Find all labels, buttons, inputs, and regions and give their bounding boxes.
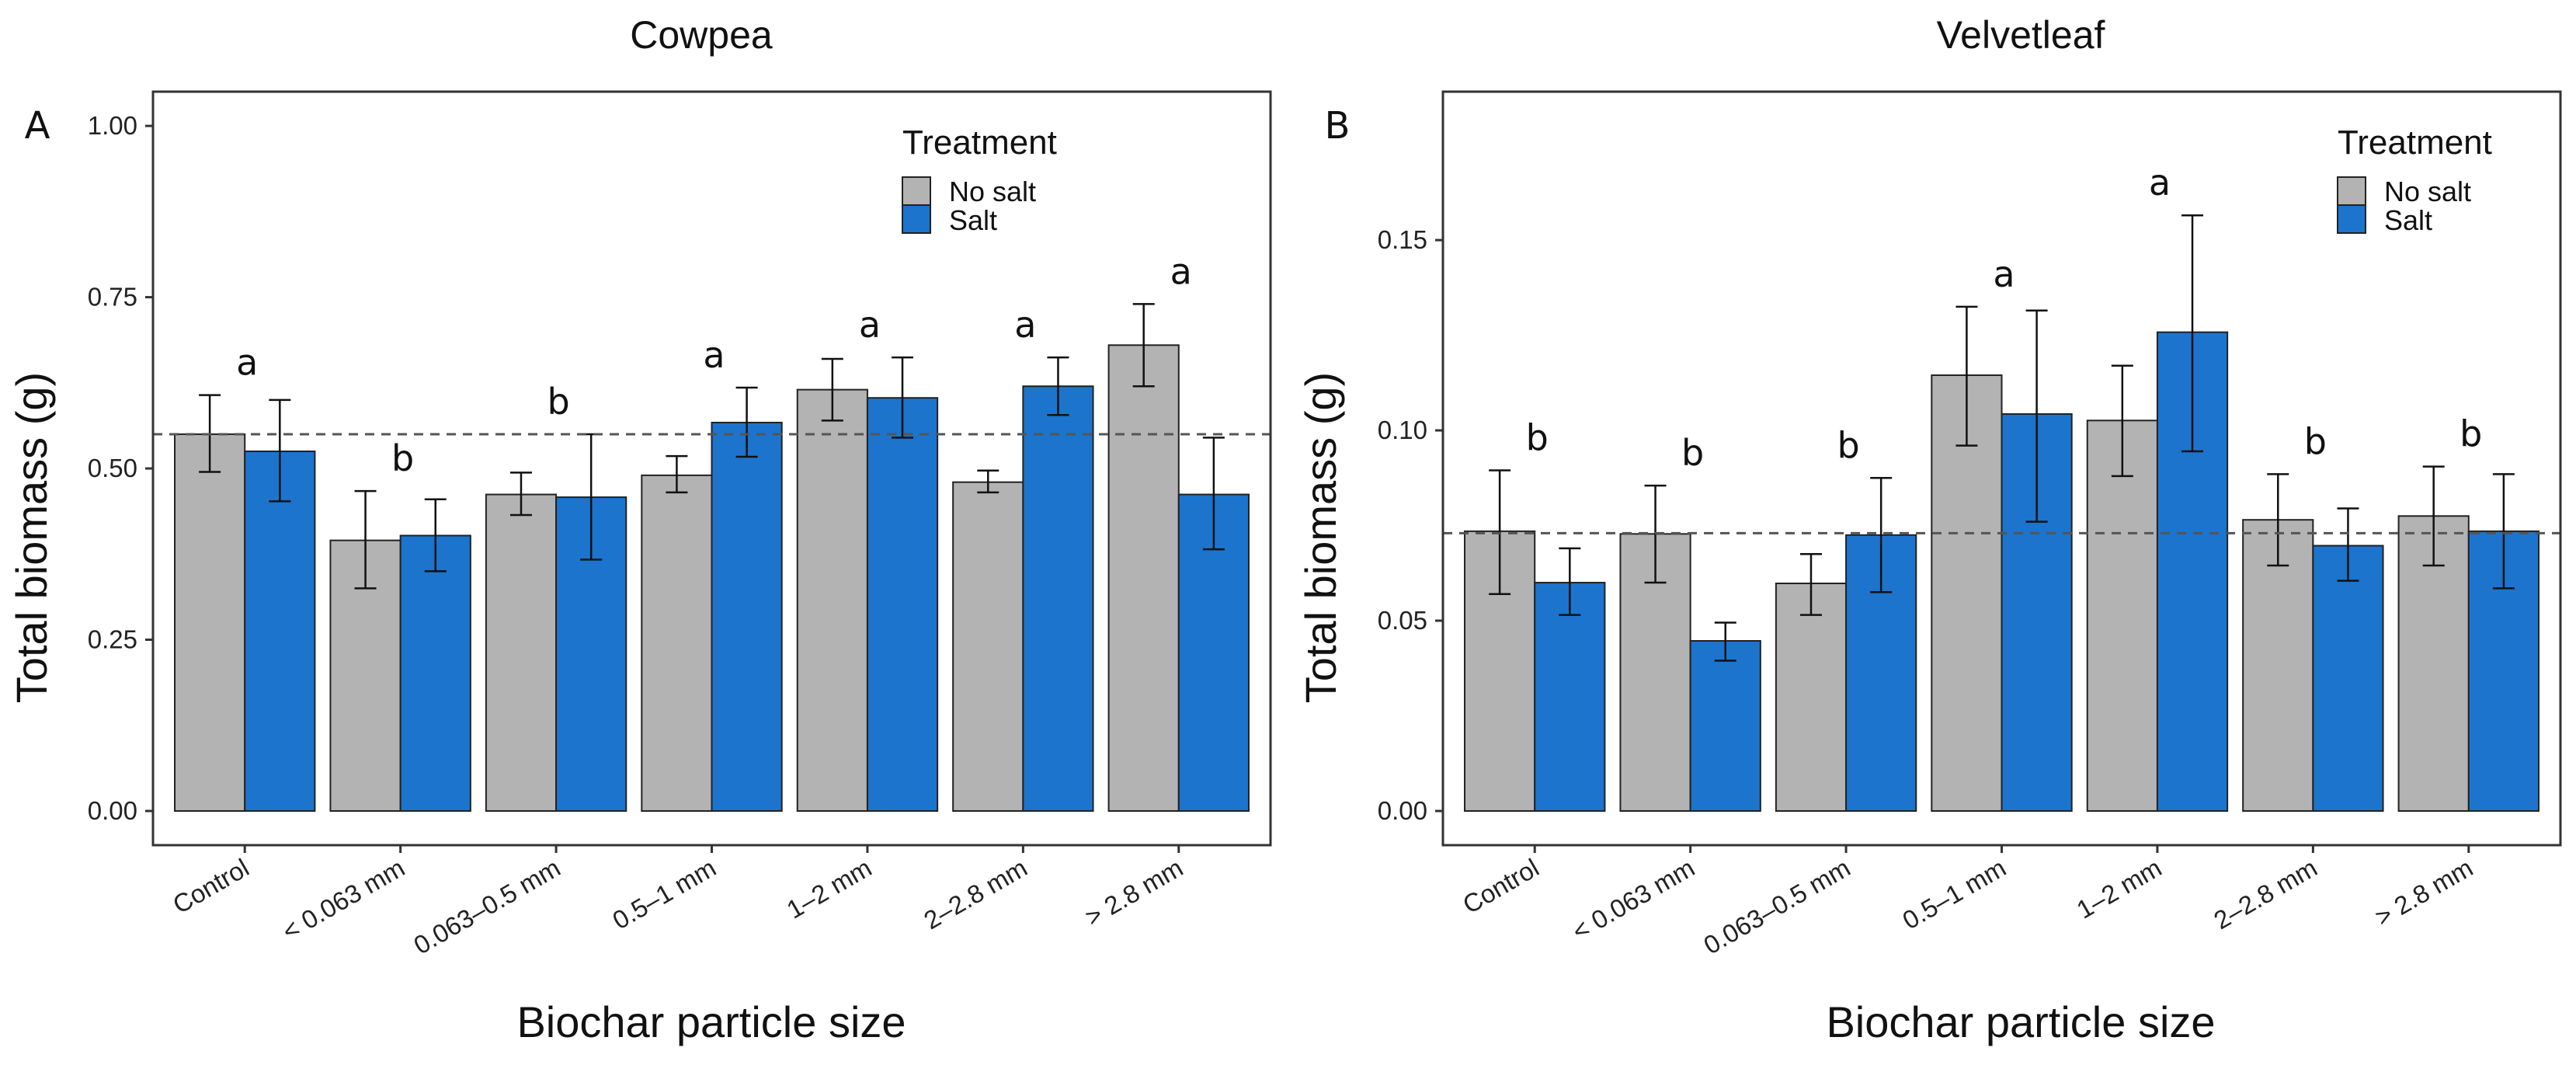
legend-swatch-salt	[902, 204, 931, 234]
bar-salt	[1534, 582, 1606, 812]
y-tick-label: 0.15	[1378, 225, 1427, 254]
bar-no-salt	[1931, 374, 2003, 813]
x-tick-label: 0.063–0.5 mm	[1698, 853, 1855, 960]
legend-swatch-no-salt	[902, 176, 931, 206]
x-tick-label: < 0.063 mm	[1567, 853, 1699, 946]
significance-letter: b	[1681, 432, 1704, 474]
x-tick-label: 0.5–1 mm	[607, 853, 721, 934]
legend-title: Treatment	[902, 124, 1057, 162]
bar-no-salt	[2242, 519, 2314, 812]
bar-salt	[711, 421, 783, 813]
significance-letter: a	[859, 304, 881, 346]
bar-no-salt	[1107, 344, 1180, 812]
y-tick-label: 0.00	[88, 796, 137, 825]
significance-letter: b	[547, 381, 569, 423]
x-tick-label: 0.063–0.5 mm	[408, 853, 565, 960]
bar-no-salt	[485, 493, 558, 812]
x-tick-label: 2–2.8 mm	[2209, 853, 2322, 934]
bar-salt	[866, 397, 939, 812]
bar-salt	[399, 534, 471, 813]
x-tick-label: 0.5–1 mm	[1897, 853, 2011, 934]
bar-no-salt	[952, 481, 1024, 813]
legend: Treatment No salt Salt	[2337, 124, 2492, 236]
panel-title: Velvetleaf	[1937, 13, 2105, 57]
x-axis-label: Biochar particle size	[1826, 997, 2215, 1046]
bar-salt	[2312, 545, 2384, 813]
panel-title: Cowpea	[630, 13, 773, 57]
bar-no-salt	[1775, 583, 1848, 813]
legend-label-salt: Salt	[949, 204, 997, 236]
y-tick-label: 0.75	[88, 283, 137, 311]
legend-label-no-salt: No salt	[2384, 176, 2471, 207]
significance-letter: a	[2149, 162, 2171, 204]
significance-letter: a	[1993, 253, 2015, 295]
bar-no-salt	[2086, 419, 2158, 812]
significance-letter: b	[1837, 424, 1859, 466]
panel-letter: A	[25, 104, 50, 148]
y-tick-label: 1.00	[88, 111, 137, 140]
significance-letter: a	[236, 342, 258, 384]
y-tick-label: 0.00	[1378, 796, 1427, 825]
bars-layer: a b b a a a a	[153, 250, 1271, 813]
panel-velvetleaf: Velvetleaf B Total biomass (g) Biochar p…	[1296, 13, 2562, 1046]
x-tick-label: < 0.063 mm	[277, 853, 409, 946]
significance-letter: a	[703, 334, 725, 376]
bar-salt	[1689, 639, 1761, 812]
bar-no-salt	[796, 388, 868, 812]
legend-label-no-salt: No salt	[949, 176, 1036, 207]
significance-letter: b	[1526, 416, 1549, 458]
x-tick-label: 2–2.8 mm	[919, 853, 1032, 934]
significance-letter: a	[1170, 250, 1192, 292]
legend-title: Treatment	[2338, 124, 2492, 162]
y-axis-label: Total biomass (g)	[1296, 372, 1345, 703]
significance-letter: a	[1014, 304, 1036, 346]
panel-cowpea: Cowpea A Total biomass (g) Biochar parti…	[7, 13, 1272, 1046]
y-axis-label: Total biomass (g)	[7, 372, 56, 703]
x-tick-label: Control	[168, 853, 254, 919]
legend-label-salt: Salt	[2384, 204, 2432, 236]
significance-letter: b	[391, 437, 414, 479]
plot-frame	[1441, 90, 2562, 847]
bar-salt	[1022, 385, 1094, 812]
x-tick-label: 1–2 mm	[782, 853, 877, 924]
bar-no-salt	[174, 433, 246, 812]
x-axis-label: Biochar particle size	[516, 997, 906, 1046]
panel-letter: B	[1325, 104, 1351, 148]
y-tick-label: 0.50	[88, 454, 137, 482]
x-tick-label: > 2.8 mm	[1080, 853, 1187, 931]
y-tick-label: 0.05	[1378, 606, 1427, 635]
significance-letter: b	[2460, 413, 2482, 455]
y-tick-label: 0.25	[88, 625, 137, 654]
x-tick-label: Control	[1458, 853, 1544, 919]
legend: Treatment No salt Salt	[902, 124, 1057, 236]
x-tick-label: 1–2 mm	[2072, 853, 2167, 924]
y-tick-label: 0.10	[1378, 416, 1427, 444]
x-tick-label: > 2.8 mm	[2370, 853, 2477, 931]
bars-layer: b b b a a b b	[1443, 162, 2560, 813]
legend-swatch-no-salt	[2337, 176, 2366, 206]
plot-frame	[151, 90, 1272, 847]
bar-salt	[244, 451, 316, 812]
significance-letter: b	[2304, 420, 2327, 462]
bar-no-salt	[641, 474, 713, 812]
legend-swatch-salt	[2337, 204, 2366, 234]
